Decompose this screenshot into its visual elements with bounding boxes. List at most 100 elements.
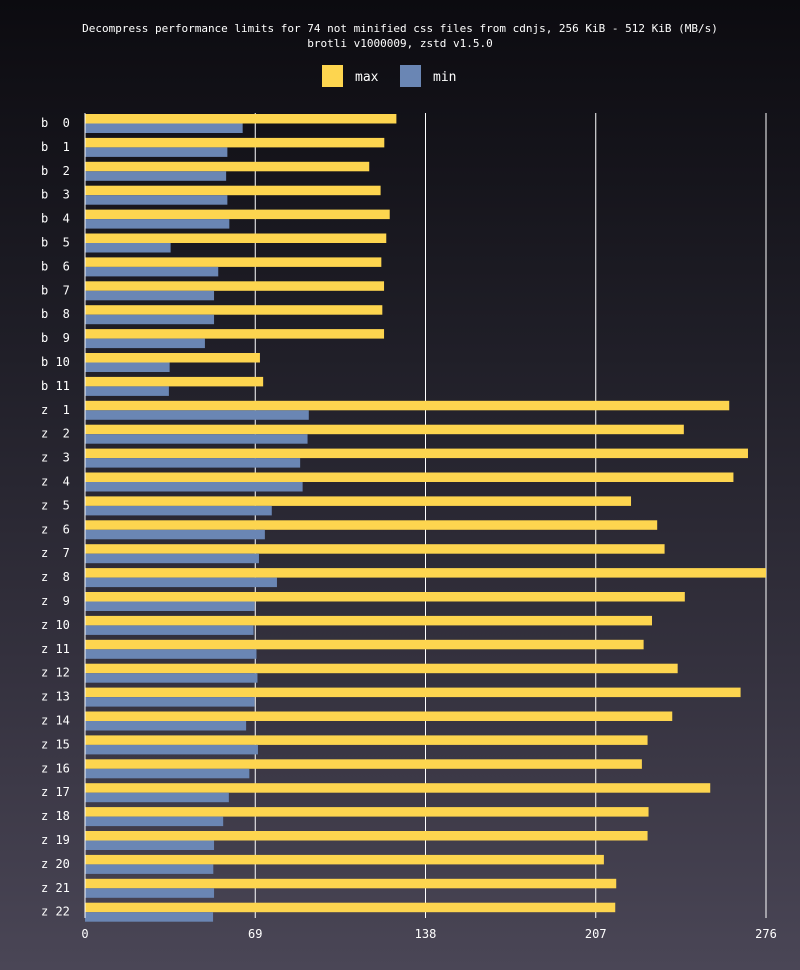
bars [85, 114, 766, 922]
x-tick-label: 138 [415, 927, 437, 941]
bar-min [85, 266, 219, 277]
category-label: z 2 [41, 427, 70, 441]
legend-label-max: max [355, 70, 379, 85]
category-label: b 9 [41, 331, 70, 345]
bar-max [85, 424, 684, 435]
bar-max [85, 735, 648, 745]
category-label: z 3 [41, 451, 70, 465]
bar-max [85, 305, 383, 315]
bar-max [85, 353, 260, 363]
category-label: z 10 [41, 618, 70, 632]
bar-min [85, 195, 228, 205]
legend-label-min: min [433, 70, 456, 85]
category-label: z 11 [41, 642, 70, 656]
category-label: b 8 [41, 307, 70, 321]
category-label: b 6 [41, 259, 70, 273]
category-label: z 15 [41, 737, 70, 751]
bar-min [85, 338, 205, 349]
bar-min [85, 171, 227, 181]
x-tick-label: 207 [585, 927, 607, 941]
category-label: z 22 [41, 905, 70, 919]
legend-swatch-min [400, 65, 421, 87]
bar-max [85, 854, 604, 865]
bar-max [85, 831, 648, 841]
bar-max [85, 615, 653, 626]
bar-min [85, 744, 258, 755]
bar-max [85, 114, 397, 124]
bar-max [85, 496, 632, 506]
bar-min [85, 697, 255, 707]
bar-max [85, 329, 385, 339]
category-label: z 21 [41, 881, 70, 895]
category-label: b 2 [41, 164, 70, 178]
bar-min [85, 912, 214, 922]
bar-max [85, 257, 382, 267]
bar-max [85, 209, 390, 220]
bar-min [85, 840, 215, 850]
category-label: b 0 [41, 116, 70, 130]
bar-min [85, 123, 243, 133]
bar-max [85, 639, 644, 650]
bar-min [85, 553, 259, 564]
bar-max [85, 137, 385, 148]
bar-min [85, 147, 228, 157]
bar-min [85, 601, 255, 611]
bar-min [85, 768, 250, 779]
category-label: z 20 [41, 857, 70, 871]
category-label: b 3 [41, 188, 70, 202]
bar-max [85, 568, 766, 578]
bar-max [85, 520, 658, 530]
bar-min [85, 314, 215, 325]
bar-min [85, 434, 308, 444]
bar-min [85, 243, 171, 253]
bar-max [85, 281, 385, 291]
category-label: z 18 [41, 809, 70, 823]
category-label: z 4 [41, 475, 70, 489]
chart-subtitle: brotli v1000009, zstd v1.5.0 [307, 37, 492, 50]
bar-min [85, 458, 301, 468]
bar-min [85, 816, 224, 827]
bar-max [85, 807, 649, 817]
category-label: z 12 [41, 666, 70, 680]
x-tick-labels: 0 69 138 207 276 [81, 927, 776, 941]
x-tick-label: 276 [755, 927, 777, 941]
category-label: z 5 [41, 498, 70, 512]
x-tick-label: 69 [248, 927, 262, 941]
bar-max [85, 783, 711, 793]
category-label: z 13 [41, 690, 70, 704]
bar-min [85, 649, 257, 659]
chart-title: Decompress performance limits for 74 not… [82, 22, 718, 35]
bar-min [85, 864, 214, 874]
bar-max [85, 759, 642, 769]
category-label: b 5 [41, 236, 70, 250]
bar-max [85, 878, 617, 889]
bar-min [85, 362, 170, 372]
bar-max [85, 592, 685, 602]
bar-max [85, 448, 748, 459]
bar-max [85, 376, 264, 387]
category-label: b 10 [41, 355, 70, 369]
category-label: b 11 [41, 379, 70, 393]
bar-max [85, 185, 381, 196]
legend: max min [322, 65, 456, 87]
bar-max [85, 233, 387, 243]
bar-min [85, 410, 309, 420]
bar-min [85, 625, 254, 635]
bar-max [85, 400, 730, 411]
category-labels: b 0 b 1 b 2 b 3 b 4 b 5 b 6 b 7 b 8 b 9 b 10 b 11 z … [41, 116, 70, 919]
category-label: z 6 [41, 522, 70, 536]
bar-max [85, 544, 665, 554]
category-label: z 17 [41, 785, 70, 799]
bar-min [85, 482, 303, 492]
bar-max [85, 663, 678, 674]
category-label: z 14 [41, 714, 70, 728]
bar-min [85, 386, 169, 396]
bar-max [85, 687, 741, 698]
category-label: z 7 [41, 546, 70, 560]
bar-min [85, 792, 229, 803]
legend-swatch-max [322, 65, 343, 87]
bar-min [85, 290, 215, 301]
category-label: z 19 [41, 833, 70, 847]
bar-max [85, 472, 734, 482]
